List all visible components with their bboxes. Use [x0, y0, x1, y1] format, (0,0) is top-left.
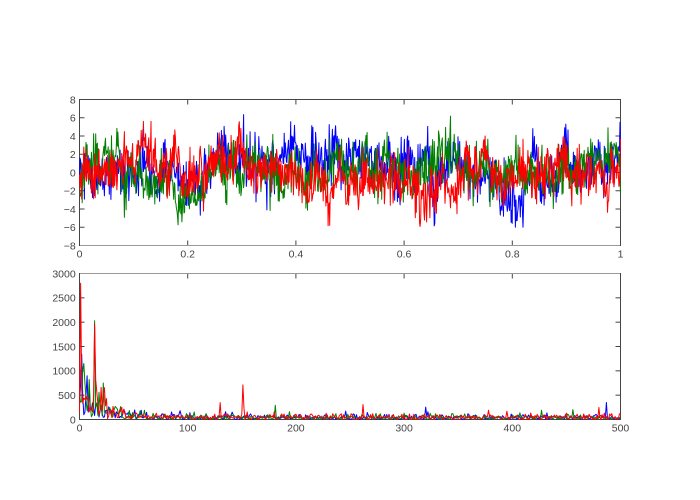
- svg-text:3000: 3000: [52, 268, 76, 280]
- svg-text:1: 1: [618, 249, 624, 261]
- svg-text:100: 100: [179, 423, 197, 435]
- svg-text:−2: −2: [64, 186, 76, 198]
- svg-text:500: 500: [612, 423, 630, 435]
- svg-text:500: 500: [58, 390, 76, 402]
- svg-text:−4: −4: [64, 204, 76, 216]
- svg-text:2000: 2000: [52, 317, 76, 329]
- svg-text:0.6: 0.6: [397, 249, 412, 261]
- svg-text:400: 400: [504, 423, 522, 435]
- svg-text:300: 300: [395, 423, 413, 435]
- svg-text:6: 6: [70, 113, 76, 125]
- svg-text:4: 4: [70, 131, 76, 143]
- svg-text:0.2: 0.2: [180, 249, 195, 261]
- svg-text:0: 0: [77, 423, 83, 435]
- svg-text:8: 8: [70, 94, 76, 106]
- svg-text:0: 0: [70, 414, 76, 426]
- svg-text:0: 0: [70, 167, 76, 179]
- svg-text:200: 200: [287, 423, 305, 435]
- svg-text:−8: −8: [64, 240, 76, 252]
- svg-text:0.8: 0.8: [505, 249, 520, 261]
- svg-text:1000: 1000: [52, 366, 76, 378]
- svg-text:2500: 2500: [52, 293, 76, 305]
- svg-text:1500: 1500: [52, 341, 76, 353]
- svg-text:0.4: 0.4: [289, 249, 304, 261]
- svg-text:−6: −6: [64, 222, 76, 234]
- svg-text:2: 2: [70, 149, 76, 161]
- svg-text:0: 0: [77, 249, 83, 261]
